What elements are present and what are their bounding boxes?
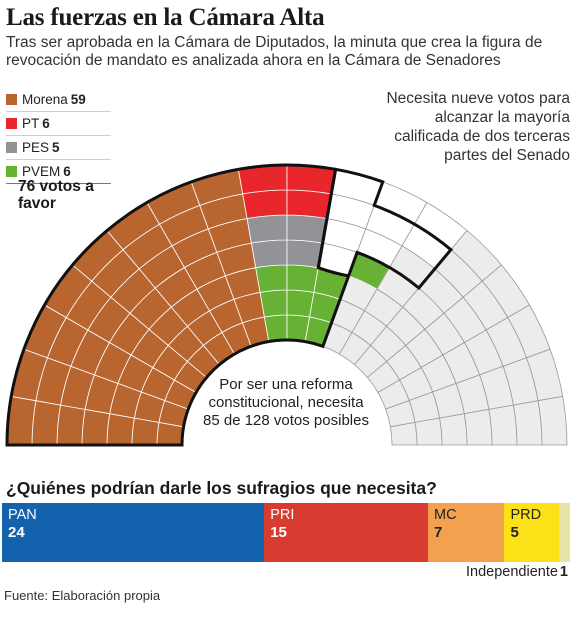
seat-cell xyxy=(242,189,288,219)
bar-label: PAN xyxy=(8,507,37,523)
legend-item-pt: PT 6 xyxy=(6,112,111,136)
legend-value: 59 xyxy=(70,92,86,107)
chart-subtitle: Tras ser aprobada en la Cámara de Diputa… xyxy=(6,34,543,69)
seat-cell xyxy=(389,421,418,446)
legend-swatch xyxy=(6,94,17,105)
seat-cell xyxy=(263,314,288,343)
seat-cell xyxy=(259,289,288,318)
seat-cell xyxy=(463,408,493,446)
needed-seats-outline xyxy=(316,167,454,291)
bar-value: 24 xyxy=(8,524,25,541)
legend-label: PES xyxy=(22,140,50,155)
bar-chart-title: ¿Quiénes podrían darle los sufragios que… xyxy=(6,478,437,498)
legend-item-pes: PES 5 xyxy=(6,136,111,160)
annotation-needed-votes: Necesita nueve votos para alcanzar la ma… xyxy=(386,90,570,164)
seat-cell xyxy=(537,395,568,446)
bar-value: 5 xyxy=(510,524,519,541)
chart-title: Las fuerzas en la Cámara Alta xyxy=(6,4,325,31)
legend-swatch xyxy=(6,118,17,129)
source-note: Fuente: Elaboración propia xyxy=(4,588,161,603)
seat-cell xyxy=(286,289,315,318)
legend-label: PVEM xyxy=(22,164,61,179)
seat-cell xyxy=(255,264,288,293)
legend-label: PT xyxy=(22,116,40,131)
seat-cell xyxy=(106,413,135,446)
bar-segment-independiente xyxy=(559,503,570,562)
legend-value: 5 xyxy=(52,140,60,155)
legend-item-pvem: PVEM 6 xyxy=(6,160,111,184)
bar-label: PRI xyxy=(270,507,295,523)
independent-label: Independiente 1 xyxy=(466,564,568,580)
legend-label: Morena xyxy=(22,92,68,107)
majority-outline xyxy=(5,163,351,447)
total-votes: 76 votos a favor xyxy=(18,178,94,212)
seat-cell xyxy=(131,417,160,446)
seat-cell xyxy=(513,400,543,446)
seat-cell xyxy=(286,214,328,244)
seat-cell xyxy=(286,264,319,293)
legend: Morena 59 PT 6 PES 5 PVEM 6 xyxy=(6,88,111,184)
legend-swatch xyxy=(6,142,17,153)
bar-label: MC xyxy=(433,507,457,523)
seat-cell xyxy=(439,413,468,446)
legend-swatch xyxy=(6,166,17,177)
stacked-bar-chart: PAN 24 PRI 15 MC 7 PRD 5 xyxy=(2,503,570,562)
bar-label: PRD xyxy=(510,507,542,523)
bar-segment-prd: PRD 5 xyxy=(504,503,560,562)
seat-cell xyxy=(414,417,443,446)
hemicycle-chart xyxy=(5,163,568,447)
bar-value: 7 xyxy=(433,524,443,541)
legend-value: 6 xyxy=(42,116,50,131)
seat-cell xyxy=(286,239,324,269)
bar-segment-pri: PRI 15 xyxy=(264,503,428,562)
seat-cell xyxy=(246,214,288,244)
bar-segment-pan: PAN 24 xyxy=(2,503,265,562)
seat-cell xyxy=(56,404,86,446)
seat-cell xyxy=(31,400,61,446)
legend-item-morena: Morena 59 xyxy=(6,88,111,112)
legend-value: 6 xyxy=(63,164,71,179)
bar-value: 15 xyxy=(270,524,287,541)
seat-cell xyxy=(81,408,111,446)
seat-cell xyxy=(250,239,288,269)
annotation-required-votes: Por ser una reforma constitucional, nece… xyxy=(203,376,369,429)
seat-cell xyxy=(286,189,332,219)
seat-cell xyxy=(488,404,518,446)
bar-segment-mc: MC 7 xyxy=(427,503,505,562)
